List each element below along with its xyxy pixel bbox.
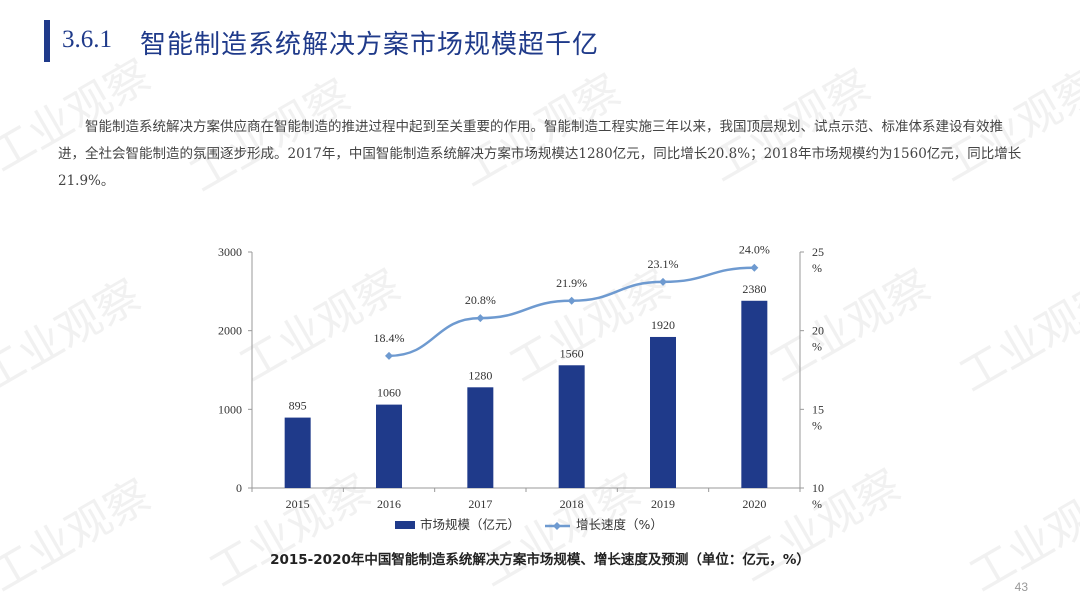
- page-number: 43: [1014, 580, 1028, 594]
- left-y-tick-label: 2000: [218, 324, 242, 338]
- left-y-tick-label: 3000: [218, 245, 242, 259]
- x-tick-label: 2019: [651, 497, 675, 511]
- right-y-tick-unit: %: [812, 497, 822, 511]
- growth-data-label: 23.1%: [648, 257, 679, 271]
- x-tick-label: 2015: [286, 497, 310, 511]
- left-y-tick-label: 0: [236, 481, 242, 495]
- right-y-tick-unit: %: [812, 340, 822, 354]
- growth-data-label: 18.4%: [374, 331, 405, 345]
- right-y-tick-unit: %: [812, 261, 822, 275]
- growth-data-label: 24.0%: [739, 243, 770, 257]
- right-y-tick-label: 10: [812, 481, 824, 495]
- legend-bar-swatch: [395, 521, 415, 529]
- growth-data-label: 21.9%: [556, 276, 587, 290]
- bar: [558, 365, 585, 488]
- right-y-tick-label: 25: [812, 245, 824, 259]
- legend-bar-label: 市场规模（亿元）: [420, 517, 520, 532]
- bar: [650, 336, 676, 488]
- bar: [376, 404, 402, 488]
- right-y-tick-unit: %: [812, 418, 822, 432]
- left-y-tick-label: 1000: [218, 402, 242, 416]
- section-title: 智能制造系统解决方案市场规模超千亿: [140, 30, 600, 60]
- section-number: 3.6.1: [62, 26, 112, 53]
- section-accent-bar: [44, 20, 50, 62]
- x-tick-label: 2017: [468, 497, 492, 511]
- x-tick-label: 2016: [377, 497, 401, 511]
- bar: [284, 417, 311, 488]
- growth-point: [385, 351, 393, 360]
- growth-point: [476, 314, 485, 323]
- growth-point: [659, 277, 667, 286]
- chart-title: 2015-2020年中国智能制造系统解决方案市场规模、增长速度及预测（单位：亿元…: [270, 552, 810, 568]
- legend-line-marker: [553, 522, 561, 530]
- bar-data-label: 1060: [377, 386, 401, 400]
- body-paragraph: 智能制造系统解决方案供应商在智能制造的推进过程中起到至关重要的作用。智能制造工程…: [58, 119, 1022, 189]
- legend-line-label: 增长速度（%）: [576, 517, 663, 532]
- bar: [741, 300, 768, 488]
- bar: [467, 387, 494, 488]
- bar-data-label: 1560: [560, 346, 584, 360]
- x-tick-label: 2018: [560, 497, 584, 511]
- bar-data-label: 1280: [468, 368, 492, 382]
- growth-data-label: 20.8%: [465, 293, 496, 307]
- bar-data-label: 2380: [742, 282, 766, 296]
- right-y-tick-label: 15: [812, 402, 824, 416]
- bar-data-label: 895: [289, 399, 307, 413]
- growth-point: [750, 263, 759, 272]
- right-y-tick-label: 20: [812, 324, 824, 338]
- growth-point: [567, 296, 576, 305]
- x-tick-label: 2020: [742, 497, 766, 511]
- bar-data-label: 1920: [651, 318, 675, 332]
